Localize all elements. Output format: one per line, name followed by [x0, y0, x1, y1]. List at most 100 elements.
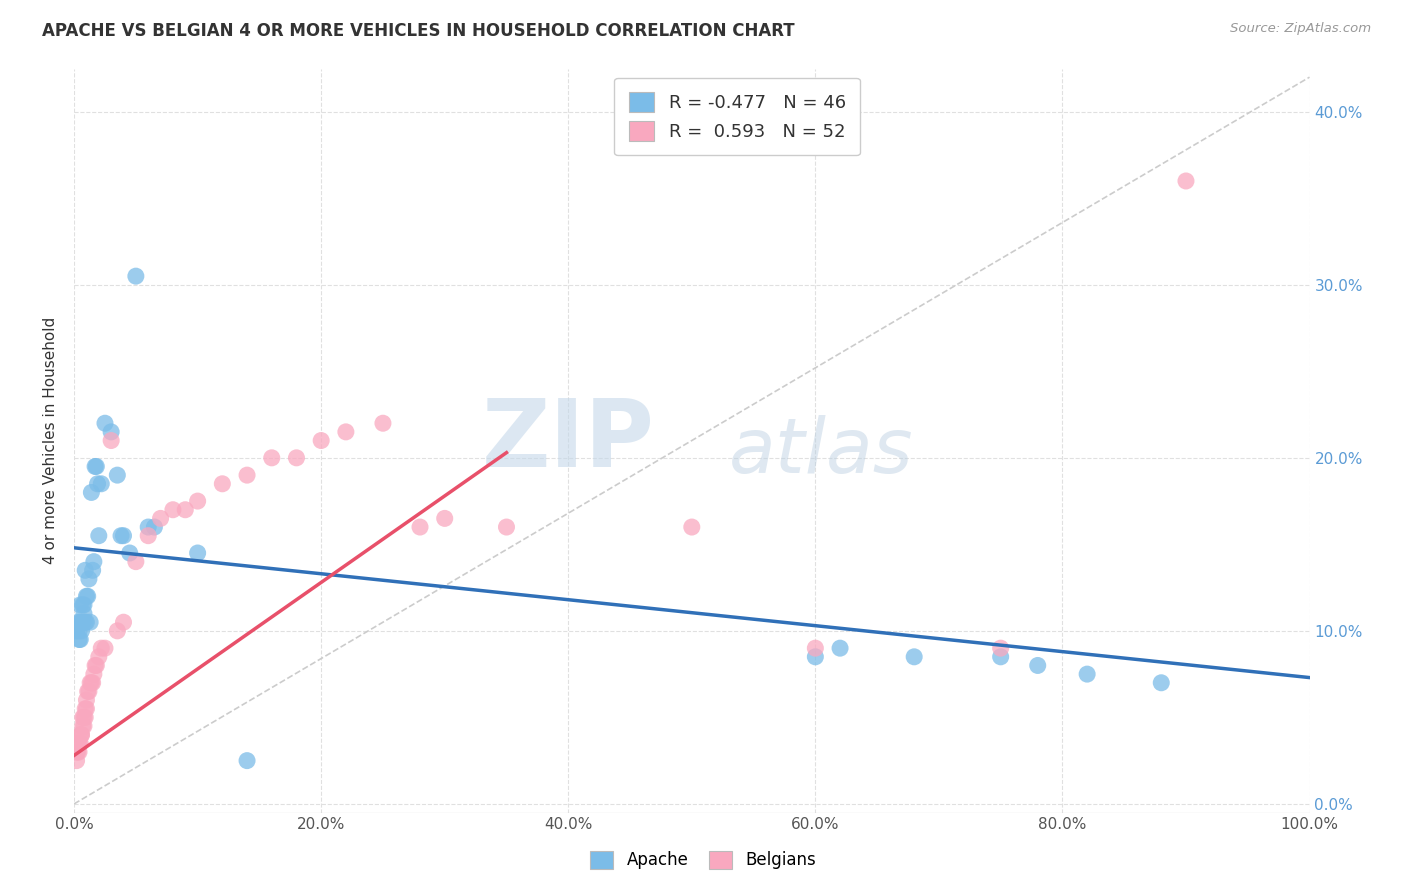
Point [162, 502, 184, 516]
Point [69, 632, 91, 647]
Point [69, 615, 91, 630]
Point [495, 520, 517, 534]
Point [84, 459, 107, 474]
Point [136, 520, 159, 534]
Point [110, 529, 132, 543]
Point [112, 529, 135, 543]
Point [70, 728, 93, 742]
Text: APACHE VS BELGIAN 4 OR MORE VEHICLES IN HOUSEHOLD CORRELATION CHART: APACHE VS BELGIAN 4 OR MORE VEHICLES IN … [42, 22, 794, 40]
Point [87, 649, 110, 664]
Legend: R = -0.477   N = 46, R =  0.593   N = 52: R = -0.477 N = 46, R = 0.593 N = 52 [614, 78, 860, 155]
Point [86, 658, 108, 673]
Point [125, 555, 148, 569]
Point [90, 476, 112, 491]
Point [174, 502, 197, 516]
Point [70, 624, 93, 638]
Point [84, 658, 107, 673]
Point [83, 555, 105, 569]
Point [86, 476, 108, 491]
Point [66, 615, 89, 630]
Point [67, 736, 90, 750]
Point [69, 736, 91, 750]
Text: Source: ZipAtlas.com: Source: ZipAtlas.com [1230, 22, 1371, 36]
Text: ZIP: ZIP [482, 394, 655, 486]
Point [335, 425, 357, 439]
Point [77, 572, 100, 586]
Point [65, 745, 87, 759]
Point [75, 563, 97, 577]
Point [112, 615, 135, 630]
Point [149, 511, 172, 525]
Point [125, 269, 148, 284]
Point [118, 546, 141, 560]
Point [73, 598, 96, 612]
Point [79, 675, 101, 690]
Point [67, 632, 90, 647]
Point [371, 416, 394, 430]
Point [100, 425, 122, 439]
Point [143, 520, 166, 534]
Point [409, 520, 432, 534]
Point [828, 641, 851, 656]
Point [80, 675, 103, 690]
Point [90, 641, 112, 656]
Point [66, 745, 89, 759]
Point [75, 702, 97, 716]
Point [75, 710, 97, 724]
Point [804, 649, 827, 664]
Point [65, 754, 87, 768]
Point [105, 468, 128, 483]
Point [73, 607, 96, 621]
Point [70, 615, 93, 630]
Point [67, 745, 90, 759]
Point [75, 693, 97, 707]
Point [309, 434, 332, 448]
Point [86, 459, 108, 474]
Point [72, 615, 94, 630]
Point [433, 511, 456, 525]
Point [1076, 667, 1098, 681]
Point [87, 529, 110, 543]
Point [65, 624, 87, 638]
Point [136, 529, 159, 543]
Point [236, 468, 259, 483]
Text: atlas: atlas [728, 415, 914, 489]
Point [72, 598, 94, 612]
Point [76, 684, 98, 698]
Point [72, 710, 94, 724]
Point [236, 754, 259, 768]
Point [70, 728, 93, 742]
Point [72, 719, 94, 733]
Point [903, 649, 925, 664]
Legend: Apache, Belgians: Apache, Belgians [581, 840, 825, 880]
Point [187, 494, 209, 508]
Point [76, 589, 98, 603]
Point [804, 641, 827, 656]
Point [990, 641, 1012, 656]
Point [285, 450, 308, 465]
Point [66, 736, 89, 750]
Point [75, 615, 97, 630]
Point [73, 710, 96, 724]
Point [187, 546, 209, 560]
Point [1026, 658, 1049, 673]
Point [105, 624, 128, 638]
Point [990, 649, 1012, 664]
Point [211, 476, 233, 491]
Point [82, 563, 104, 577]
Y-axis label: 4 or more Vehicles in Household: 4 or more Vehicles in Household [44, 317, 58, 564]
Point [82, 675, 104, 690]
Point [1150, 675, 1173, 690]
Point [75, 702, 97, 716]
Point [75, 615, 97, 630]
Point [79, 615, 101, 630]
Point [1175, 174, 1198, 188]
Point [75, 589, 97, 603]
Point [80, 485, 103, 500]
Point [94, 416, 117, 430]
Point [681, 520, 703, 534]
Point [100, 434, 122, 448]
Point [77, 684, 100, 698]
Point [83, 667, 105, 681]
Point [69, 598, 91, 612]
